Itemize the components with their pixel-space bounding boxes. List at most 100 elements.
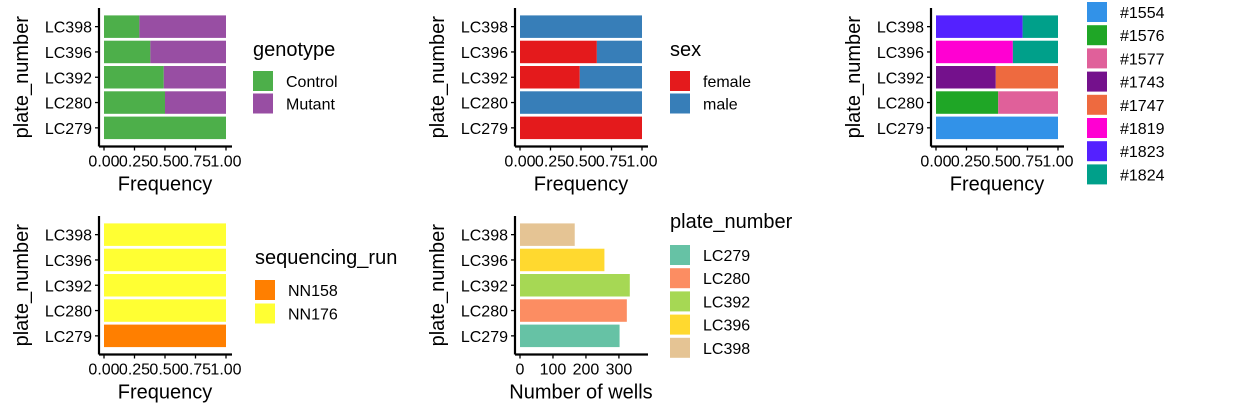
legend-swatch	[253, 71, 273, 91]
y-tick-label: LC280	[877, 96, 924, 113]
x-tick-label: 0.75	[180, 362, 211, 379]
bar-LC396	[520, 248, 605, 272]
bar-LC279-1554	[936, 116, 1058, 140]
bar-LC392-male	[579, 66, 642, 89]
legend-swatch	[670, 71, 690, 91]
legend-swatch	[1087, 48, 1107, 69]
y-tick-label: LC392	[45, 70, 92, 87]
y-axis-title: plate_number	[11, 16, 33, 139]
legend-title: plate_number	[670, 211, 793, 233]
y-tick-label: LC396	[461, 253, 508, 270]
bar-LC280-1576	[936, 91, 999, 114]
legend-label: #1743	[1120, 75, 1165, 92]
bar-LC398-NN176	[104, 223, 226, 246]
legend-label: NN158	[288, 283, 338, 300]
legend-title: genotype	[253, 39, 335, 61]
bar-LC392-Control	[104, 66, 164, 89]
legend-swatch	[1087, 94, 1107, 115]
x-tick-label: 1.00	[1042, 154, 1073, 171]
bar-LC398-1824	[1022, 15, 1058, 38]
x-tick-label: 0.00	[504, 154, 535, 171]
bar-LC279-female	[520, 116, 642, 140]
y-tick-label: LC279	[45, 329, 92, 346]
legend-title: sex	[670, 39, 701, 61]
bar-LC392	[520, 274, 630, 297]
y-tick-label: LC279	[45, 121, 92, 138]
x-tick-label: 1.00	[210, 362, 241, 379]
legend-label: #1554	[1120, 5, 1165, 22]
bar-LC392-1747	[995, 66, 1058, 89]
legend-swatch	[670, 268, 690, 289]
x-tick-label: 0.50	[981, 154, 1012, 171]
legend-label: LC398	[703, 341, 750, 358]
x-tick-label: 0.50	[149, 362, 180, 379]
x-tick-label: 0.25	[119, 154, 150, 171]
y-axis-title: plate_number	[843, 16, 865, 139]
legend-label: #1577	[1120, 51, 1165, 68]
legend: sequencing_run NN158 NN176	[255, 247, 397, 324]
x-tick-label: 100	[540, 362, 567, 379]
legend-swatch	[1087, 2, 1107, 22]
legend-swatch	[670, 93, 690, 114]
legend-label: Control	[286, 74, 338, 91]
x-axis-title: Frequency	[118, 174, 213, 196]
legend: #1554 #1576 #1577 #1743 #1747 #1819 #1823 #1824	[1087, 2, 1165, 185]
x-tick-label: 0.00	[88, 362, 119, 379]
x-axis-title: Frequency	[118, 382, 213, 404]
legend-label: LC392	[703, 294, 750, 311]
legend-label: #1576	[1120, 28, 1165, 45]
bar-LC396-Mutant	[150, 40, 226, 64]
y-tick-label: LC279	[877, 121, 924, 138]
x-tick-label: 0.25	[119, 362, 150, 379]
chart-panel-sex: LC279 LC280 LC392 LC396 LC398 0.00 0.25 0.50 0.7…	[427, 8, 751, 196]
legend-label: male	[703, 97, 738, 114]
y-tick-label: LC396	[461, 45, 508, 62]
legend-label: #1747	[1120, 98, 1165, 115]
legend: plate_number LC279 LC280 LC392 LC396 LC398	[670, 211, 793, 358]
legend-swatch	[1087, 71, 1107, 92]
chart-panel-sequencing_run: LC279 LC280 LC392 LC396 LC398 0.00 0.25 0.50 0.7…	[11, 216, 397, 404]
x-axis-title: Frequency	[534, 174, 629, 196]
bar-LC280-Control	[104, 91, 165, 114]
legend-label: #1819	[1120, 121, 1165, 138]
legend-label: LC279	[703, 248, 750, 265]
legend-swatch	[670, 245, 690, 265]
x-tick-label: 200	[573, 362, 600, 379]
x-tick-label: 0.50	[565, 154, 596, 171]
y-tick-label: LC398	[45, 228, 92, 245]
y-tick-label: LC392	[45, 278, 92, 295]
legend-swatch	[255, 280, 275, 300]
x-tick-label: 0	[516, 362, 525, 379]
bar-LC280-Mutant	[165, 91, 226, 114]
chart-panel-genotype: LC279 LC280 LC392 LC396 LC398 0.00 0.25 0.50 0.7…	[11, 8, 338, 196]
y-tick-label: LC398	[877, 20, 924, 37]
y-tick-label: LC396	[877, 45, 924, 62]
bar-LC396-Control	[104, 40, 151, 64]
legend-swatch	[255, 303, 275, 324]
x-tick-label: 0.75	[596, 154, 627, 171]
legend-swatch	[670, 314, 690, 335]
x-tick-label: 300	[606, 362, 633, 379]
x-tick-label: 0.00	[88, 154, 119, 171]
y-tick-label: LC398	[461, 228, 508, 245]
legend-swatch	[1087, 164, 1107, 185]
y-tick-label: LC396	[45, 45, 92, 62]
legend-label: #1824	[1120, 167, 1165, 184]
legend-label: #1823	[1120, 144, 1165, 161]
y-tick-label: LC280	[461, 304, 508, 321]
y-axis-title: plate_number	[427, 224, 449, 347]
y-tick-label: LC392	[461, 70, 508, 87]
legend: genotype Control Mutant	[253, 39, 338, 114]
bar-LC279	[520, 324, 620, 348]
legend-label: NN176	[288, 307, 338, 324]
bar-LC396-1824	[1012, 40, 1058, 64]
x-tick-label: 0.75	[1012, 154, 1043, 171]
bar-LC392-Mutant	[163, 66, 226, 89]
bar-LC392-1743	[936, 66, 996, 89]
bar-LC398-Mutant	[139, 15, 226, 38]
x-axis-title: Frequency	[950, 174, 1045, 196]
legend-label: LC280	[703, 271, 750, 288]
y-tick-label: LC280	[461, 96, 508, 113]
y-tick-label: LC279	[461, 329, 508, 346]
